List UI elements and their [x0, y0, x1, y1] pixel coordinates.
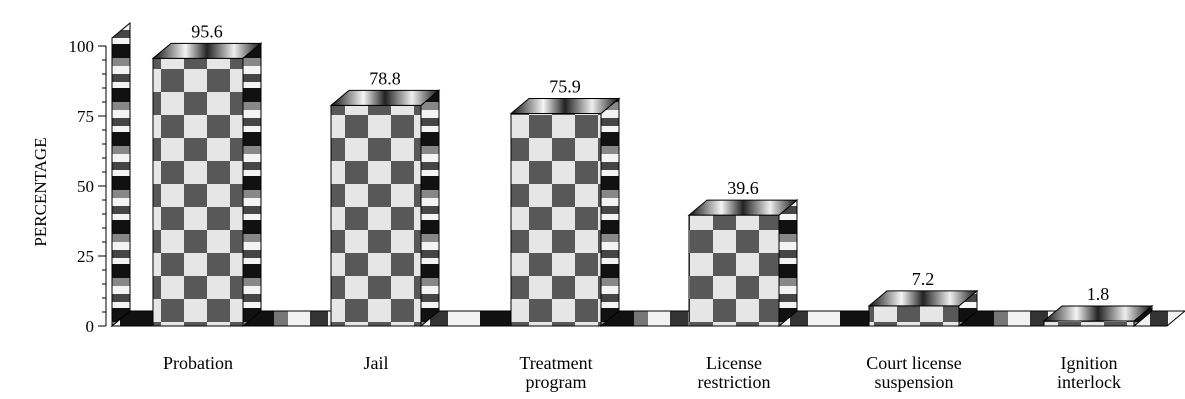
x-category-label-line: Probation [163, 353, 233, 373]
bar-group [151, 42, 263, 328]
x-category-label: Treatment program [519, 353, 592, 392]
bar-group [1042, 304, 1154, 328]
bar-value-label: 95.6 [191, 21, 223, 41]
y-axis-title: PERCENTAGE [31, 137, 50, 246]
x-category-label-line: suspension [874, 372, 953, 392]
x-category-label: Probation [163, 353, 233, 373]
bar [688, 214, 780, 327]
x-category-label: License restriction [698, 353, 771, 392]
bar-side [420, 89, 440, 328]
bar-top [329, 89, 441, 106]
bar-value-label: 7.2 [912, 269, 935, 289]
bar-top [151, 42, 263, 59]
bar [510, 112, 602, 327]
y-tick-label: 50 [77, 177, 94, 196]
y-tick-label: 25 [77, 247, 94, 266]
bar-value-label: 78.8 [369, 68, 401, 88]
x-category-label: Jail [364, 353, 389, 373]
bar-side [600, 97, 620, 328]
labels-layer: 95.6 Probation 78.8 Jail 75.9 Treatment progra… [163, 21, 1121, 392]
y-tick-label: 0 [86, 317, 95, 336]
y-axis-layer: 0 25 50 75 100 PERCENTAGE [31, 37, 107, 336]
bar-group [687, 199, 799, 328]
bar [152, 57, 244, 327]
y-tick-label: 100 [69, 37, 95, 56]
bar-value-label: 75.9 [549, 76, 581, 96]
x-category-label-line: restriction [698, 372, 771, 392]
y-tick-label: 75 [77, 107, 94, 126]
x-category-label-line: Court license [866, 353, 961, 373]
bar-top [1042, 305, 1154, 322]
chart-background-layer [110, 21, 1185, 328]
bar [330, 104, 422, 327]
bar-side [242, 42, 262, 328]
x-category-label: Court license suspension [866, 353, 961, 392]
bars-layer [151, 42, 1154, 328]
bar-value-label: 39.6 [727, 178, 759, 198]
bar-top [509, 97, 621, 114]
x-category-label-line: Jail [364, 353, 389, 373]
back-wall [111, 21, 131, 328]
x-category-label: Ignition interlock [1057, 353, 1121, 392]
bar [868, 305, 960, 327]
floor [110, 310, 1185, 327]
x-category-label-line: interlock [1057, 372, 1121, 392]
bar-side [778, 199, 798, 328]
x-category-label-line: Treatment [519, 353, 592, 373]
x-category-label-line: License [706, 353, 762, 373]
x-category-label-line: program [526, 372, 587, 392]
bar [1043, 320, 1135, 327]
bar-group [329, 89, 441, 328]
bar-group [509, 97, 621, 328]
bar-group [867, 289, 979, 328]
x-category-label-line: Ignition [1061, 353, 1118, 373]
bar-top [867, 290, 979, 307]
bar-top [687, 199, 799, 216]
bar-value-label: 1.8 [1087, 284, 1110, 304]
